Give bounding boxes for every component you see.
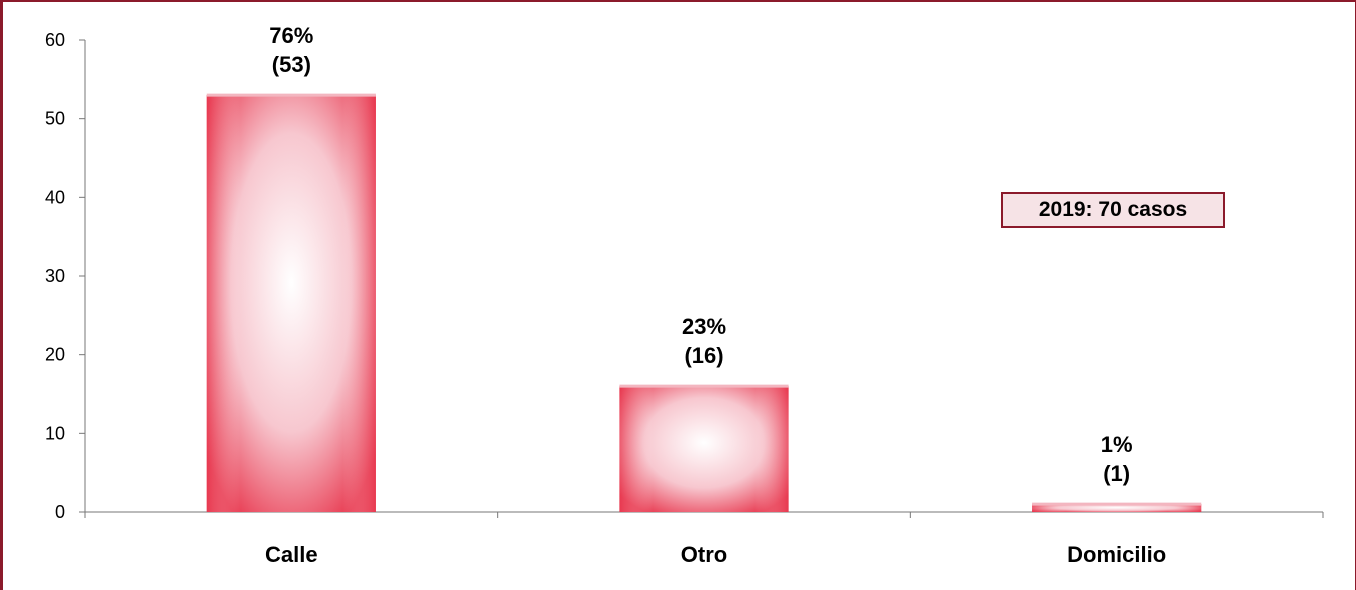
data-label-count: (1) xyxy=(1103,461,1130,486)
x-tick-label: Otro xyxy=(681,542,727,567)
y-tick-label: 50 xyxy=(45,109,65,129)
data-label-percent: 23% xyxy=(682,314,726,339)
bars xyxy=(206,93,1202,513)
data-label-percent: 1% xyxy=(1101,432,1133,457)
y-tick-label: 40 xyxy=(45,187,65,207)
y-tick-label: 30 xyxy=(45,266,65,286)
x-tick-label: Domicilio xyxy=(1067,542,1166,567)
bar-shade-domicilio xyxy=(1032,504,1202,512)
data-labels: Calle 76% (53) Otro 23% (16) Domicilio 1% (1) xyxy=(265,23,1166,567)
x-tick-label: Calle xyxy=(265,542,318,567)
y-tick-label: 0 xyxy=(55,502,65,522)
y-tick-label: 20 xyxy=(45,345,65,365)
bar-shade-calle xyxy=(206,95,376,513)
data-label-percent: 76% xyxy=(269,23,313,48)
data-label-count: (16) xyxy=(684,343,723,368)
bar-shade-otro xyxy=(619,386,789,512)
y-tick-label: 10 xyxy=(45,423,65,443)
y-tick-label: 60 xyxy=(45,30,65,50)
data-label-count: (53) xyxy=(272,52,311,77)
total-cases-annotation: 2019: 70 casos xyxy=(1001,192,1225,228)
